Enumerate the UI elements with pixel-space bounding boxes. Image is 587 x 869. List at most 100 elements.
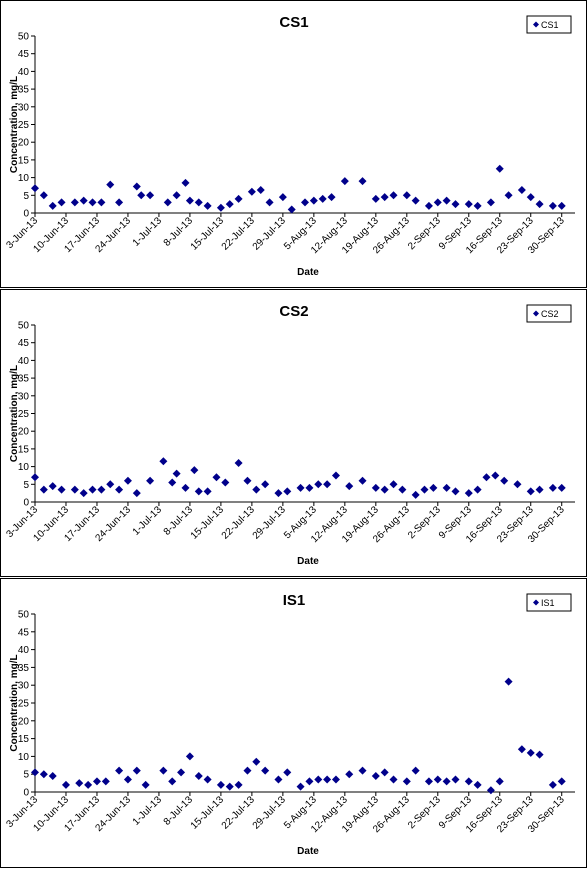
data-point	[371, 194, 380, 203]
data-point	[168, 478, 177, 487]
data-point	[123, 775, 132, 784]
legend-label: CS2	[541, 309, 559, 319]
data-point	[557, 201, 566, 210]
data-point	[194, 487, 203, 496]
data-point	[345, 482, 354, 491]
data-point	[451, 200, 460, 209]
y-tick-label: 40	[18, 67, 30, 78]
data-point	[358, 766, 367, 775]
data-point	[327, 193, 336, 202]
data-point	[252, 485, 261, 494]
data-point	[261, 766, 270, 775]
legend: CS2	[526, 304, 572, 323]
data-point	[424, 201, 433, 210]
data-point	[203, 201, 212, 210]
data-point	[398, 485, 407, 494]
data-point	[225, 782, 234, 791]
data-point	[168, 777, 177, 786]
data-point	[548, 483, 557, 492]
data-point	[243, 476, 252, 485]
data-point	[256, 185, 265, 194]
data-point	[548, 201, 557, 210]
data-point	[48, 482, 57, 491]
legend-label: IS1	[541, 598, 555, 608]
data-point	[79, 196, 88, 205]
data-point	[39, 191, 48, 200]
data-point	[380, 485, 389, 494]
y-tick-label: 5	[23, 191, 29, 202]
data-point	[159, 457, 168, 466]
data-point	[31, 473, 39, 482]
data-point	[296, 782, 305, 791]
data-point	[146, 476, 155, 485]
y-axis-label: Concentration, mg/L	[9, 365, 20, 462]
y-tick-label: 40	[18, 645, 30, 656]
y-tick-label: 10	[18, 173, 30, 184]
data-point	[358, 177, 367, 186]
data-point	[526, 487, 535, 496]
y-tick-label: 30	[18, 681, 30, 692]
data-point	[331, 471, 340, 480]
data-point	[464, 777, 473, 786]
y-tick-label: 50	[18, 32, 30, 43]
data-point	[504, 677, 513, 686]
data-point	[163, 198, 172, 207]
legend-box	[526, 304, 572, 323]
data-point	[411, 490, 420, 499]
data-point	[181, 178, 190, 187]
data-point	[442, 196, 451, 205]
data-point	[234, 194, 243, 203]
data-point	[389, 191, 398, 200]
data-point	[31, 768, 39, 777]
y-tick-label: 0	[23, 788, 29, 799]
data-point	[411, 196, 420, 205]
data-point	[203, 487, 212, 496]
y-tick-label: 25	[18, 409, 30, 420]
chart-title: CS2	[279, 303, 308, 320]
chart-panel-2: CS2051015202530354045503-Jun-1310-Jun-13…	[0, 289, 587, 577]
data-point	[92, 777, 101, 786]
data-point	[75, 779, 84, 788]
data-point	[243, 766, 252, 775]
y-tick-label: 20	[18, 427, 30, 438]
data-point	[225, 200, 234, 209]
y-tick-label: 50	[18, 321, 30, 332]
data-point	[491, 471, 500, 480]
data-point	[172, 191, 181, 200]
y-tick-label: 15	[18, 155, 30, 166]
data-point	[88, 198, 97, 207]
data-point	[247, 187, 256, 196]
data-point	[296, 483, 305, 492]
data-point	[252, 757, 261, 766]
data-point	[39, 770, 48, 779]
data-point	[500, 476, 509, 485]
data-point	[283, 768, 292, 777]
y-axis-label: Concentration, mg/L	[9, 76, 20, 173]
data-point	[402, 191, 411, 200]
data-point	[535, 750, 544, 759]
data-point	[380, 193, 389, 202]
data-point	[212, 473, 221, 482]
data-point	[274, 489, 283, 498]
data-point	[216, 780, 225, 789]
chart-panel-1: CS1051015202530354045503-Jun-1310-Jun-13…	[0, 0, 587, 288]
y-tick-label: 5	[23, 770, 29, 781]
y-tick-label: 15	[18, 444, 30, 455]
y-tick-label: 40	[18, 356, 30, 367]
y-tick-label: 35	[18, 374, 30, 385]
legend: CS1	[526, 15, 572, 34]
y-tick-label: 25	[18, 120, 30, 131]
data-point	[504, 191, 513, 200]
data-point	[433, 198, 442, 207]
data-point	[305, 777, 314, 786]
data-point	[234, 780, 243, 789]
data-point	[48, 771, 57, 780]
data-point	[106, 480, 115, 489]
data-point	[323, 775, 332, 784]
data-point	[287, 205, 296, 214]
data-point	[402, 777, 411, 786]
y-tick-label: 25	[18, 699, 30, 710]
data-point	[557, 777, 566, 786]
legend-marker	[533, 599, 539, 606]
